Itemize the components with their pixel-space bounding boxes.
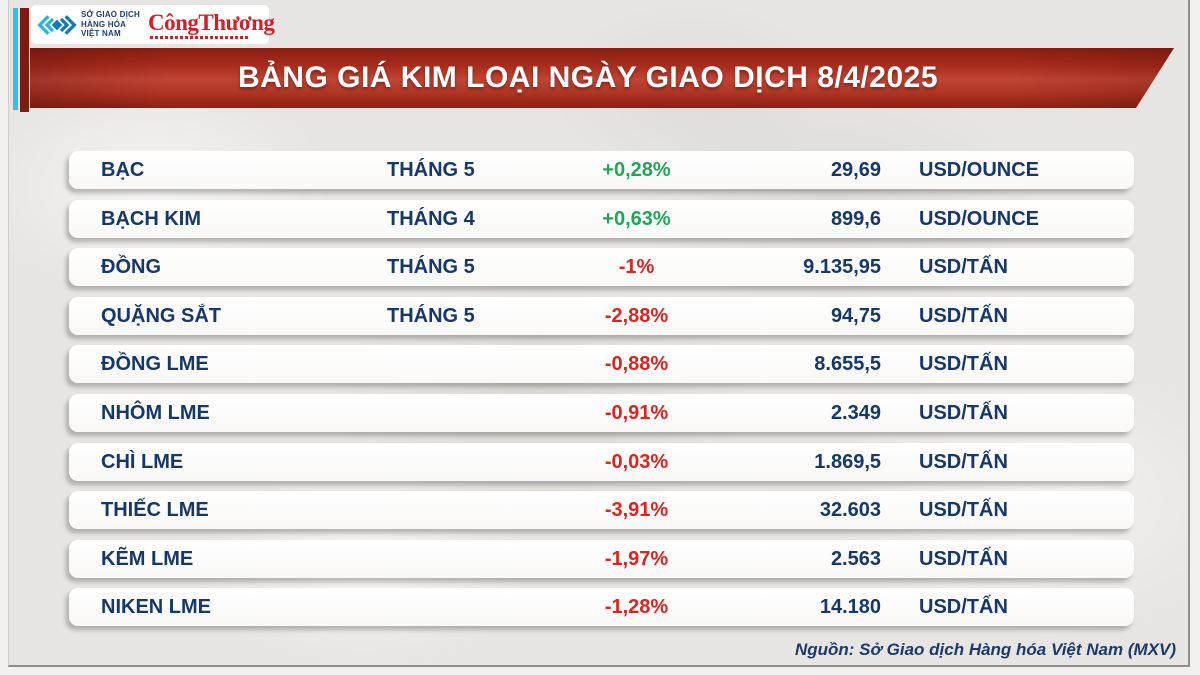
change-percent: -1% (618, 256, 655, 279)
commodity-name: BẠCH KIM (101, 207, 201, 230)
change-percent: -0,03% (604, 450, 669, 473)
price-unit: USD/OUNCE (919, 159, 1040, 181)
change-percent: -3,91% (604, 499, 669, 522)
price-row: BẠC THÁNG 5 +0,28% 29,69 USD/OUNCE (69, 151, 1134, 189)
contract-month: THÁNG 4 (387, 207, 475, 230)
commodity-name: BẠC (101, 159, 145, 181)
price-value: 1.869,5 (814, 450, 881, 473)
mxv-logo-line3: VIỆT NAM (81, 29, 121, 39)
change-percent: -0,88% (604, 353, 669, 376)
price-unit: USD/TẤN (919, 256, 1008, 279)
contract-month: THÁNG 5 (387, 304, 475, 327)
price-value: 94,75 (830, 304, 881, 327)
price-unit: USD/TẤN (919, 596, 1008, 619)
congthuong-tagline-rule (150, 35, 251, 39)
price-row: THIẾC LME -3,91% 32.603 USD/TẤN (69, 491, 1134, 530)
commodity-name: NIKEN LME (101, 596, 211, 619)
contract-month: THÁNG 5 (387, 159, 475, 181)
congthuong-logo: CôngThương (148, 9, 275, 39)
mxv-logo-line1: SỞ GIAO DỊCH (81, 10, 141, 20)
change-percent: -2,88% (604, 304, 669, 327)
price-unit: USD/TẤN (919, 547, 1008, 570)
title-banner: BẢNG GIÁ KIM LOẠI NGÀY GIAO DỊCH 8/4/202… (30, 48, 1174, 108)
logo-plate: SỞ GIAO DỊCH HÀNG HÓA VIỆT NAM CôngThươn… (31, 5, 275, 44)
price-unit: USD/TẤN (919, 304, 1008, 327)
commodity-name: ĐỒNG LME (101, 353, 209, 376)
price-row: ĐỒNG LME -0,88% 8.655,5 USD/TẤN (69, 345, 1134, 384)
price-value: 8.655,5 (814, 353, 881, 376)
change-percent: -1,28% (604, 596, 669, 619)
content-panel: SỞ GIAO DỊCH HÀNG HÓA VIỆT NAM CôngThươn… (8, 0, 1190, 667)
price-row: QUẶNG SẮT THÁNG 5 -2,88% 94,75 USD/TẤN (69, 296, 1134, 335)
price-unit: USD/TẤN (919, 353, 1008, 376)
change-percent: -1,97% (604, 547, 669, 570)
price-value: 2.563 (830, 547, 881, 570)
congthuong-wordmark: CôngThương (148, 9, 275, 35)
commodity-name: CHÌ LME (101, 450, 184, 473)
price-unit: USD/TẤN (919, 499, 1008, 522)
price-unit: USD/TẤN (919, 450, 1008, 473)
page-title: BẢNG GIÁ KIM LOẠI NGÀY GIAO DỊCH 8/4/202… (237, 61, 939, 94)
commodity-name: THIẾC LME (101, 499, 209, 522)
price-row: NIKEN LME -1,28% 14.180 USD/TẤN (69, 588, 1134, 627)
mxv-logo-text: SỞ GIAO DỊCH HÀNG HÓA VIỆT NAM (81, 10, 140, 39)
mxv-logo-line2: HÀNG HÓA (81, 19, 127, 29)
price-row: ĐỒNG THÁNG 5 -1% 9.135,95 USD/TẤN (69, 248, 1134, 287)
price-row: NHÔM LME -0,91% 2.349 USD/TẤN (69, 393, 1134, 432)
price-unit: USD/TẤN (919, 401, 1008, 424)
commodity-name: ĐỒNG (101, 256, 161, 279)
price-value: 32.603 (819, 499, 881, 522)
price-unit: USD/OUNCE (919, 207, 1040, 230)
price-value: 29,69 (830, 159, 881, 181)
change-percent: +0,63% (602, 207, 671, 230)
commodity-name: NHÔM LME (101, 401, 210, 424)
commodity-name: KẼM LME (101, 547, 194, 570)
price-value: 14.180 (819, 596, 881, 619)
source-credit: Nguồn: Sở Giao dịch Hàng hóa Việt Nam (M… (794, 640, 1176, 659)
price-value: 2.349 (830, 401, 881, 424)
price-value: 9.135,95 (803, 256, 881, 279)
price-row: KẼM LME -1,97% 2.563 USD/TẤN (69, 539, 1134, 578)
price-row: BẠCH KIM THÁNG 4 +0,63% 899,6 USD/OUNCE (69, 199, 1134, 238)
change-percent: +0,28% (602, 159, 671, 181)
corner-stripe-cyan (13, 8, 18, 110)
change-percent: -0,91% (604, 401, 669, 424)
corner-stripe-maroon (20, 8, 29, 112)
price-row: CHÌ LME -0,03% 1.869,5 USD/TẤN (69, 442, 1134, 481)
price-table: BẠC THÁNG 5 +0,28% 29,69 USD/OUNCE BẠCH … (69, 151, 1134, 627)
contract-month: THÁNG 5 (387, 256, 475, 279)
price-value: 899,6 (830, 207, 881, 230)
mxv-diamond-icon (37, 14, 77, 35)
commodity-name: QUẶNG SẮT (101, 304, 221, 327)
